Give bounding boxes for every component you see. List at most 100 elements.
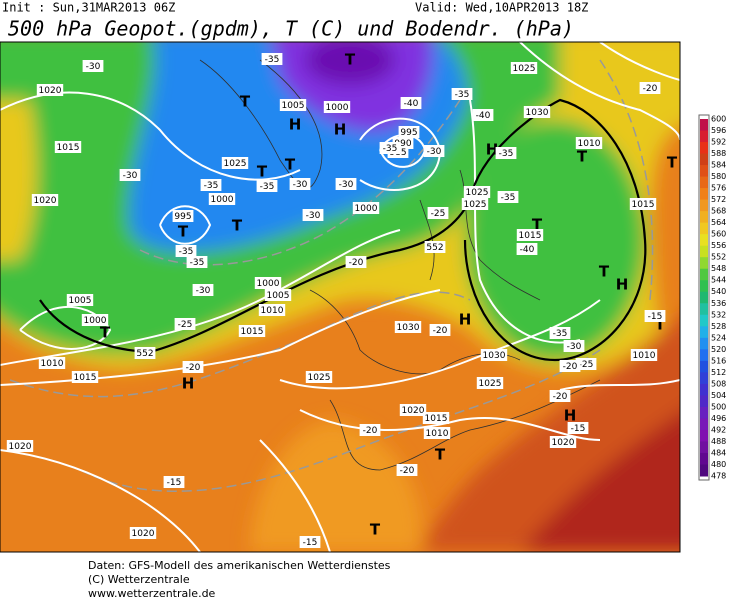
label-box (523, 106, 551, 118)
label-box (182, 361, 204, 373)
footer-line: Daten: GFS-Modell des amerikanischen Wet… (88, 559, 391, 572)
contour-label: 1025 (308, 373, 331, 383)
contour-label: 1020 (39, 86, 62, 96)
isobar (0, 229, 401, 366)
colorbar-segment (700, 337, 708, 350)
contour-label: -30 (123, 171, 138, 181)
label-box (644, 310, 666, 322)
label-box (451, 88, 473, 100)
isobar (19, 305, 112, 350)
isobar (559, 379, 680, 391)
contour-label: -30 (196, 286, 211, 296)
low-marker: T (435, 446, 446, 464)
contour-label: -35 (179, 247, 194, 257)
contour-line (39, 199, 471, 354)
colorbar-segment (700, 119, 708, 132)
label-box (559, 360, 581, 372)
init-time: Init : Sun,31MAR2013 06Z (2, 1, 175, 15)
colorbar-segment (700, 464, 708, 477)
high-marker: H (486, 141, 499, 159)
colorbar-segment (700, 234, 708, 247)
contour-label: 1000 (326, 103, 349, 113)
contour-label: 1030 (526, 108, 549, 118)
label-box (119, 169, 141, 181)
contour-label: 1025 (224, 159, 247, 169)
contour-label: 995 (174, 212, 191, 222)
contour-label: -40 (476, 111, 491, 121)
colorbar-label: 524 (711, 333, 726, 342)
label-box (38, 357, 66, 369)
colorbar-segment (700, 257, 708, 270)
high-marker: H (289, 116, 302, 134)
label-box (299, 536, 321, 548)
colorbar-label: 484 (711, 448, 726, 457)
colorbar-label: 568 (711, 207, 726, 216)
colorbar-label: 508 (711, 379, 726, 388)
label-box (221, 157, 249, 169)
contour-label: 1015 (519, 231, 542, 241)
contour-label: 1005 (69, 296, 92, 306)
colorbar-label: 596 (711, 126, 726, 135)
label-box (510, 62, 538, 74)
low-marker: T (577, 148, 588, 166)
contour-label: -30 (427, 147, 442, 157)
label-box (175, 245, 197, 257)
label-box (463, 186, 491, 198)
label-box (36, 84, 64, 96)
contour-label: 1025 (479, 379, 502, 389)
contour-label: -35 (190, 258, 205, 268)
label-box (423, 145, 445, 157)
colorbar-label: 548 (711, 264, 726, 273)
colorbar-segment (700, 452, 708, 465)
low-marker: T (532, 216, 543, 234)
label-box (424, 241, 446, 253)
colorbar-segment (700, 326, 708, 339)
label-box (352, 202, 380, 214)
isotherm (599, 59, 654, 301)
label-box (54, 141, 82, 153)
colorbar-label: 532 (711, 310, 726, 319)
label-box (399, 404, 427, 416)
colorbar-label: 488 (711, 437, 726, 446)
colorbar-segment (700, 383, 708, 396)
colorbar-segment (700, 142, 708, 155)
colorbar-label: 556 (711, 241, 726, 250)
contour-label: 1030 (483, 351, 506, 361)
isobar (159, 205, 212, 245)
contour-label: 552 (426, 243, 443, 253)
colorbar-segment (700, 211, 708, 224)
contour-label: 1010 (261, 306, 284, 316)
label-box (302, 209, 324, 221)
label-box (238, 325, 266, 337)
label-box (323, 101, 351, 113)
colorbar-label: 496 (711, 414, 726, 423)
label-box (394, 321, 422, 333)
contour-label: -35 (265, 55, 280, 65)
label-box (497, 191, 519, 203)
label-box (398, 126, 420, 138)
contour-label: 1010 (41, 359, 64, 369)
contour-label: 1010 (578, 139, 601, 149)
colorbar-segment (700, 395, 708, 408)
label-box (192, 284, 214, 296)
contour-label: 1020 (402, 406, 425, 416)
colorbar-segment (700, 360, 708, 373)
label-box (345, 256, 367, 268)
colorbar-label: 544 (711, 276, 726, 285)
contour-label: 995 (400, 128, 417, 138)
temperature-field (0, 42, 680, 552)
footer-line: (C) Wetterzentrale (88, 573, 190, 586)
contour-label: 1025 (466, 188, 489, 198)
label-box (200, 179, 222, 191)
contour-label: -15 (303, 538, 318, 548)
coastline (419, 199, 435, 281)
colorbar-segment (700, 280, 708, 293)
label-box (549, 390, 571, 402)
label-box (575, 358, 597, 370)
label-box (379, 142, 401, 154)
label-box (305, 371, 333, 383)
colorbar-label: 564 (711, 218, 726, 227)
label-box (81, 314, 109, 326)
colorbar-segment (700, 153, 708, 166)
